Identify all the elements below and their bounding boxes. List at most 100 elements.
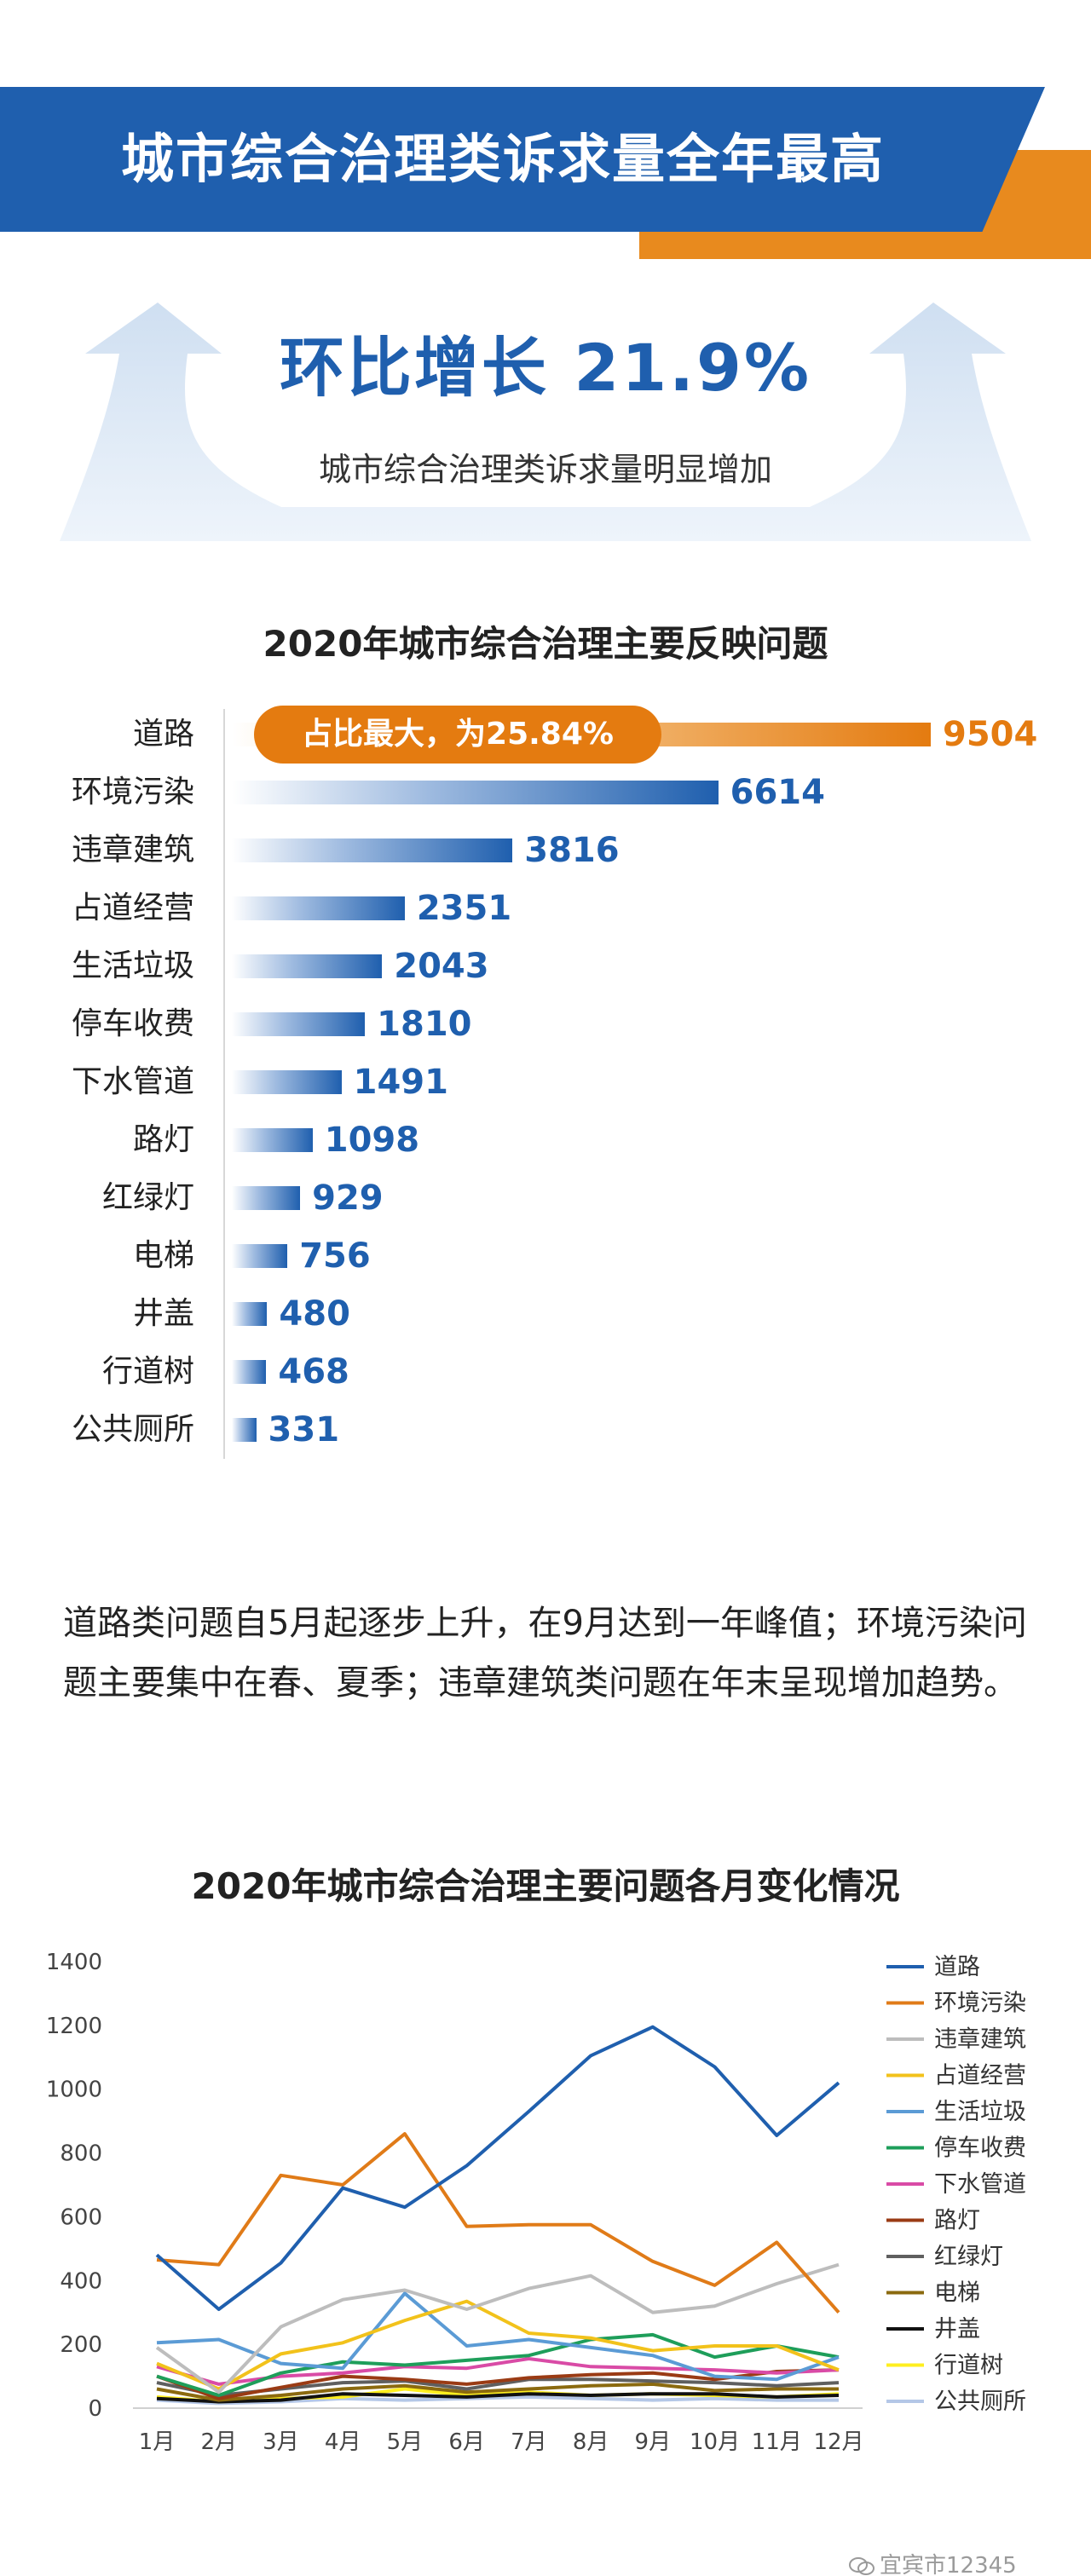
summary-text: 道路类问题自5月起逐步上升，在9月达到一年峰值；环境污染问题主要集中在春、夏季；… <box>63 1604 1027 1703</box>
bar <box>232 1012 366 1036</box>
bar-row: 行道树 468 <box>0 1343 1091 1401</box>
bar-category-label: 电梯 <box>132 1238 194 1273</box>
legend-label: 占道经营 <box>934 2063 1026 2089</box>
bar-row: 红绿灯 929 <box>0 1169 1091 1227</box>
x-tick-label: 4月 <box>325 2429 361 2455</box>
bar-value-label: 1810 <box>377 1005 472 1044</box>
bar <box>232 1360 267 1384</box>
line-chart-title: 2020年城市综合治理主要问题各月变化情况 <box>191 1865 900 1907</box>
bar-value-label: 3816 <box>524 831 620 870</box>
bar-category-label: 井盖 <box>132 1296 194 1331</box>
bar-value-label: 756 <box>299 1236 371 1276</box>
series-line <box>156 2132 840 2314</box>
x-tick-label: 7月 <box>511 2429 547 2455</box>
legend-label: 生活垃圾 <box>934 2099 1026 2125</box>
bar <box>232 1244 288 1268</box>
bar <box>232 838 513 862</box>
y-tick-label: 1400 <box>46 1950 102 1975</box>
x-tick-label: 8月 <box>573 2429 609 2455</box>
bar-row: 下水管道 1491 <box>0 1053 1091 1111</box>
x-tick-label: 9月 <box>635 2429 672 2455</box>
bar-category-label: 道路 <box>132 717 194 752</box>
bar-category-label: 占道经营 <box>71 890 194 925</box>
line-chart: 0 200 400 600 800 1000 1200 1400 1月 2月 3月 4月 5月 6月 7月 8… <box>46 1950 1026 2455</box>
series-line <box>156 2299 840 2391</box>
legend-label: 下水管道 <box>934 2171 1026 2198</box>
x-tick-label: 1月 <box>139 2429 176 2455</box>
legend-label: 道路 <box>934 1954 980 1980</box>
page-title: 城市综合治理类诉求量全年最高 <box>120 128 885 190</box>
bar-row: 占道经营 2351 <box>0 879 1091 937</box>
bar <box>232 1070 342 1094</box>
bar <box>232 1186 301 1210</box>
bar-category-label: 红绿灯 <box>101 1180 194 1215</box>
x-tick-label: 6月 <box>448 2429 485 2455</box>
bar-value-label: 468 <box>278 1352 349 1392</box>
legend-label: 路灯 <box>934 2208 980 2234</box>
bar-row: 环境污染 6614 <box>0 764 1091 821</box>
bar-value-label: 1098 <box>324 1121 420 1160</box>
bar-value-label: 929 <box>312 1179 384 1218</box>
bar-category-label: 环境污染 <box>71 775 194 810</box>
bar-value-label: 9504 <box>943 715 1038 754</box>
bar-row: 公共厕所 331 <box>0 1401 1091 1459</box>
y-tick-label: 1000 <box>46 2078 102 2103</box>
bar <box>232 1128 313 1152</box>
bar-row: 生活垃圾 2043 <box>0 937 1091 995</box>
x-tick-label: 12月 <box>813 2429 863 2455</box>
series-line <box>155 2025 840 2311</box>
lead-annotation-badge: 占比最大，为25.84% <box>254 706 661 764</box>
bar-category-label: 路灯 <box>132 1122 194 1157</box>
bar-category-label: 停车收费 <box>71 1006 194 1041</box>
legend-label: 行道树 <box>934 2353 1003 2379</box>
bar <box>232 896 405 920</box>
watermark: 宜宾市12345 <box>849 2548 1017 2576</box>
series-line <box>156 2332 840 2397</box>
y-tick-label: 0 <box>88 2396 102 2422</box>
legend-label: 红绿灯 <box>934 2244 1003 2270</box>
bar-category-label: 违章建筑 <box>71 833 194 867</box>
title-banner <box>0 87 1045 232</box>
bar-value-label: 480 <box>279 1294 350 1334</box>
bar-category-label: 公共厕所 <box>71 1412 194 1447</box>
growth-arrows-background <box>60 303 1031 541</box>
legend-label: 停车收费 <box>934 2135 1026 2162</box>
growth-rate-title: 环比增长 21.9% <box>279 330 812 406</box>
growth-subtitle: 城市综合治理类诉求量明显增加 <box>318 451 772 488</box>
bar-value-label: 1491 <box>353 1063 448 1102</box>
legend-label: 环境污染 <box>934 1991 1026 2017</box>
legend-label: 违章建筑 <box>934 2026 1026 2053</box>
bar <box>232 1302 268 1326</box>
bar-row: 停车收费 1810 <box>0 995 1091 1053</box>
y-tick-label: 600 <box>60 2204 102 2230</box>
bar-chart-axis <box>223 709 225 1459</box>
bar-value-label: 2043 <box>394 947 489 986</box>
legend-label: 公共厕所 <box>934 2389 1026 2415</box>
bar-value-label: 6614 <box>730 773 825 812</box>
bar-row: 违章建筑 3816 <box>0 821 1091 879</box>
x-tick-label: 3月 <box>263 2429 299 2455</box>
y-tick-label: 1200 <box>46 2014 102 2039</box>
arrow-up-icon <box>60 303 1031 541</box>
series-line <box>156 2382 839 2402</box>
bar <box>232 781 719 804</box>
y-tick-label: 200 <box>60 2332 102 2358</box>
bar-chart-title: 2020年城市综合治理主要反映问题 <box>263 623 828 665</box>
bar-category-label: 生活垃圾 <box>71 948 194 983</box>
bar <box>232 1418 257 1442</box>
bar-category-label: 行道树 <box>101 1354 194 1389</box>
series-line <box>156 2392 840 2404</box>
bar <box>232 954 383 978</box>
bar-value-label: 331 <box>268 1410 340 1449</box>
bar-row: 电梯 756 <box>0 1227 1091 1285</box>
bar-value-label: 2351 <box>416 889 512 928</box>
x-tick-label: 5月 <box>387 2429 424 2455</box>
bar-row: 路灯 1098 <box>0 1111 1091 1169</box>
y-tick-label: 400 <box>60 2268 102 2294</box>
x-tick-label: 2月 <box>200 2429 237 2455</box>
legend-label: 井盖 <box>934 2316 980 2343</box>
y-tick-label: 800 <box>60 2141 102 2167</box>
bar-category-label: 下水管道 <box>71 1064 194 1099</box>
watermark-text: 宜宾市12345 <box>880 2553 1017 2576</box>
bar-row: 井盖 480 <box>0 1285 1091 1343</box>
